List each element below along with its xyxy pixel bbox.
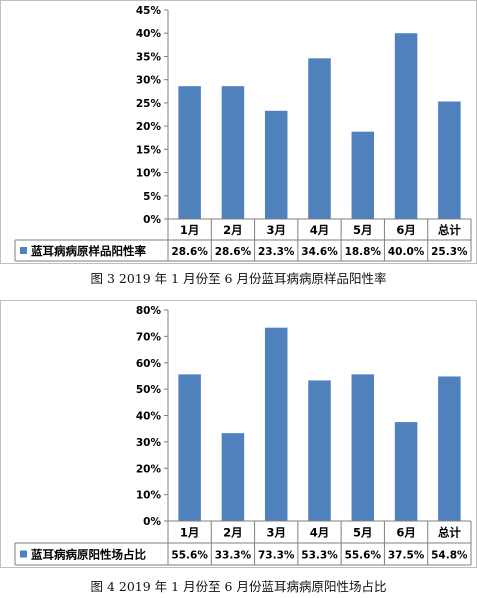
bar xyxy=(351,374,375,521)
y-tick-label: 60% xyxy=(136,358,162,370)
data-value-label: 25.3% xyxy=(431,246,468,258)
y-tick-label: 50% xyxy=(136,384,162,396)
y-tick-label: 10% xyxy=(136,168,162,180)
x-category-label: 6月 xyxy=(396,526,416,540)
x-category-label: 4月 xyxy=(310,526,330,540)
data-value-label: 55.6% xyxy=(345,550,382,562)
y-tick-label: 15% xyxy=(136,144,162,156)
bar xyxy=(264,110,288,219)
series-name-label: 蓝耳病病原阳性场占比 xyxy=(31,548,146,562)
y-tick-label: 80% xyxy=(136,305,162,317)
bar xyxy=(394,33,418,219)
data-value-label: 73.3% xyxy=(258,550,295,562)
x-category-label: 1月 xyxy=(180,223,200,237)
x-category-label: 2月 xyxy=(223,223,243,237)
x-category-label: 3月 xyxy=(266,526,286,540)
data-value-label: 28.6% xyxy=(171,246,208,258)
y-tick-label: 20% xyxy=(136,463,162,475)
series-name-label: 蓝耳病病原样品阳性率 xyxy=(31,244,146,258)
chart-1-svg: 0% 5% 10% 15% 20% 25% 30% 35% 40% 45% 1月 2月 3月 4月 5月 6月… xyxy=(14,5,472,262)
bar xyxy=(221,433,245,521)
bar xyxy=(394,422,418,521)
data-value-label: 40.0% xyxy=(388,246,425,258)
x-category-label: 6月 xyxy=(396,223,416,237)
x-category-label: 5月 xyxy=(353,526,373,540)
x-category-label: 3月 xyxy=(266,223,286,237)
chart-2-container: 0% 10% 20% 30% 40% 50% 60% 70% 80% 1月 2月 3月 4月 5月 6月 总计… xyxy=(0,300,477,568)
data-value-label: 54.8% xyxy=(431,550,468,562)
chart-1-container: 0% 5% 10% 15% 20% 25% 30% 35% 40% 45% 1月 2月 3月 4月 5月 6月… xyxy=(0,0,477,264)
y-tick-label: 5% xyxy=(143,191,161,203)
data-value-label: 53.3% xyxy=(301,550,338,562)
x-category-label: 总计 xyxy=(438,526,461,540)
y-tick-label: 25% xyxy=(136,98,162,110)
bar xyxy=(351,131,375,219)
x-category-label: 4月 xyxy=(310,223,330,237)
figure-3-caption: 图 3 2019 年 1 月份至 6 月份蓝耳病病原样品阳性率 xyxy=(90,271,387,286)
bar xyxy=(308,380,331,521)
data-value-label: 33.3% xyxy=(215,550,252,562)
y-tick-label: 40% xyxy=(136,28,162,40)
y-tick-label: 30% xyxy=(136,437,162,449)
y-tick-label: 40% xyxy=(136,411,162,423)
data-value-label: 28.6% xyxy=(215,246,252,258)
bar xyxy=(308,58,331,220)
y-tick-label: 35% xyxy=(136,51,162,63)
x-category-label: 5月 xyxy=(353,223,373,237)
y-tick-label: 30% xyxy=(136,75,162,87)
data-value-label: 37.5% xyxy=(388,550,425,562)
bar xyxy=(178,86,201,220)
bar xyxy=(264,327,288,521)
figure-4-caption: 图 4 2019 年 1 月份至 6 月份蓝耳病病原阳性场占比 xyxy=(90,579,387,594)
bar xyxy=(438,376,461,521)
y-tick-label: 0% xyxy=(143,214,161,226)
y-tick-label: 20% xyxy=(136,121,162,133)
chart-2-svg: 0% 10% 20% 30% 40% 50% 60% 70% 80% 1月 2月 3月 4月 5月 6月 总计… xyxy=(14,305,472,566)
y-tick-label: 45% xyxy=(136,5,162,17)
data-value-label: 34.6% xyxy=(301,246,338,258)
data-value-label: 55.6% xyxy=(171,550,208,562)
y-tick-label: 0% xyxy=(143,516,161,528)
bar xyxy=(438,101,461,219)
y-tick-label: 10% xyxy=(136,490,162,502)
x-category-label: 2月 xyxy=(223,526,243,540)
bar xyxy=(221,86,245,220)
x-category-label: 1月 xyxy=(180,526,200,540)
bar xyxy=(178,374,201,521)
y-tick-label: 70% xyxy=(136,331,162,343)
data-value-label: 18.8% xyxy=(345,246,382,258)
data-value-label: 23.3% xyxy=(258,246,295,258)
legend-key-swatch xyxy=(20,550,27,558)
x-category-label: 总计 xyxy=(438,223,461,237)
legend-key-swatch xyxy=(20,247,27,254)
